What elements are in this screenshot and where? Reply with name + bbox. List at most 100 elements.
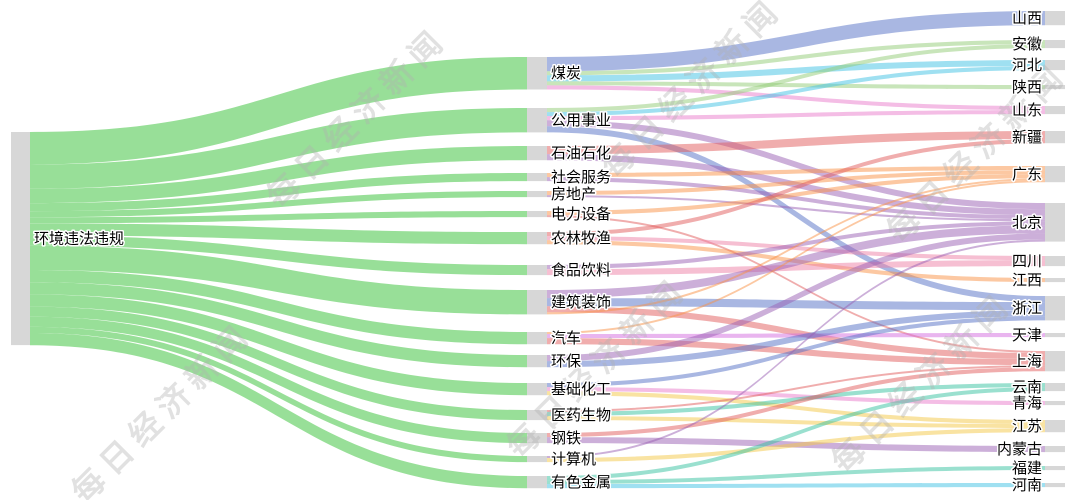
- node-基础化工[interactable]: [527, 383, 547, 396]
- flow-环境违法违规-煤炭[interactable]: [30, 57, 527, 165]
- flow-有色金属-云南[interactable]: [547, 387, 1045, 481]
- node-浙江[interactable]: [1045, 296, 1065, 321]
- flow-建筑装饰-北京[interactable]: [547, 225, 1045, 299]
- flow-环境违法违规-食品饮料[interactable]: [30, 235, 527, 276]
- flow-有色金属-河南[interactable]: [547, 483, 1045, 489]
- node-label-青海: 青海: [1012, 395, 1042, 412]
- node-上海[interactable]: [1045, 351, 1065, 372]
- node-房地产[interactable]: [527, 191, 547, 198]
- node-石油石化[interactable]: [527, 146, 547, 161]
- node-河北[interactable]: [1045, 60, 1065, 71]
- flow-房地产-广东[interactable]: [547, 170, 1045, 196]
- node-煤炭[interactable]: [527, 57, 547, 90]
- flow-石油石化-北京[interactable]: [547, 154, 1045, 216]
- node-环保[interactable]: [527, 355, 547, 368]
- flow-环境违法违规-石油石化[interactable]: [30, 146, 527, 204]
- node-北京[interactable]: [1045, 203, 1065, 242]
- node-江西[interactable]: [1045, 278, 1065, 283]
- node-新疆[interactable]: [1045, 131, 1065, 144]
- node-电力设备[interactable]: [527, 211, 547, 218]
- flow-环境违法违规-建筑装饰[interactable]: [30, 245, 527, 315]
- flow-环境违法违规-农林牧渔[interactable]: [30, 223, 527, 245]
- flow-社会服务-北京[interactable]: [547, 177, 1045, 220]
- flow-建筑装饰-广东[interactable]: [547, 178, 1045, 315]
- node-食品饮料[interactable]: [527, 265, 547, 276]
- flow-环境违法违规-钢铁[interactable]: [30, 316, 527, 444]
- flow-环境违法违规-有色金属[interactable]: [30, 333, 527, 489]
- node-钢铁[interactable]: [527, 433, 547, 444]
- node-农林牧渔[interactable]: [527, 232, 547, 245]
- flow-电力设备-上海[interactable]: [547, 215, 1045, 353]
- node-陕西[interactable]: [1045, 85, 1065, 90]
- flow-环境违法违规-电力设备[interactable]: [30, 211, 527, 224]
- flow-医药生物-云南[interactable]: [547, 383, 1045, 417]
- flow-农林牧渔-新疆[interactable]: [547, 139, 1045, 237]
- flow-食品饮料-北京[interactable]: [547, 221, 1045, 270]
- flow-环境违法违规-基础化工[interactable]: [30, 294, 527, 396]
- node-label-食品饮料: 食品饮料: [551, 262, 611, 279]
- flow-房地产-北京[interactable]: [547, 195, 1045, 222]
- flow-公用事业-北京[interactable]: [547, 120, 1045, 210]
- node-福建[interactable]: [1045, 466, 1065, 471]
- node-江苏[interactable]: [1045, 420, 1065, 433]
- flow-医药生物-江苏[interactable]: [547, 416, 1045, 429]
- node-label-环境违法违规: 环境违法违规: [34, 230, 124, 248]
- node-四川[interactable]: [1045, 256, 1065, 267]
- flow-汽车-天津[interactable]: [547, 333, 1045, 339]
- flow-计算机-北京[interactable]: [547, 239, 1045, 459]
- flow-环境违法违规-计算机[interactable]: [30, 326, 527, 463]
- flow-钢铁-上海[interactable]: [547, 367, 1045, 438]
- flow-环保-北京[interactable]: [547, 233, 1045, 362]
- flow-建筑装饰-浙江[interactable]: [547, 298, 1045, 311]
- flow-环境违法违规-房地产[interactable]: [30, 191, 527, 218]
- flow-煤炭-陕西[interactable]: [547, 81, 1045, 90]
- flow-煤炭-安徽[interactable]: [547, 40, 1045, 76]
- node-安徽[interactable]: [1045, 40, 1065, 49]
- node-公用事业[interactable]: [527, 108, 547, 133]
- flow-环境违法违规-汽车[interactable]: [30, 270, 527, 345]
- flow-有色金属-福建[interactable]: [547, 466, 1045, 485]
- flow-计算机-江苏[interactable]: [547, 428, 1045, 463]
- flow-煤炭-山西[interactable]: [547, 11, 1045, 72]
- flow-公用事业-安徽[interactable]: [547, 44, 1045, 113]
- node-有色金属[interactable]: [527, 476, 547, 489]
- flow-基础化工-浙江[interactable]: [547, 316, 1045, 388]
- node-label-公用事业: 公用事业: [551, 112, 611, 129]
- flow-环保-浙江[interactable]: [547, 310, 1045, 368]
- node-内蒙古[interactable]: [1045, 446, 1065, 453]
- flow-环境违法违规-环保[interactable]: [30, 282, 527, 368]
- flow-汽车-广东[interactable]: [547, 180, 1045, 334]
- node-建筑装饰[interactable]: [527, 290, 547, 315]
- node-山东[interactable]: [1045, 106, 1065, 115]
- flow-电力设备-广东[interactable]: [547, 174, 1045, 216]
- flow-公用事业-浙江[interactable]: [547, 126, 1045, 303]
- flow-煤炭-山东[interactable]: [547, 85, 1045, 111]
- flow-医药生物-上海[interactable]: [547, 365, 1045, 412]
- flow-基础化工-江苏[interactable]: [547, 391, 1045, 425]
- node-山西[interactable]: [1045, 11, 1065, 26]
- flow-环境违法违规-社会服务[interactable]: [30, 173, 527, 212]
- flow-建筑装饰-上海[interactable]: [547, 306, 1045, 360]
- flow-农林牧渔-四川[interactable]: [547, 236, 1045, 261]
- flow-煤炭-河北[interactable]: [547, 60, 1045, 82]
- node-医药生物[interactable]: [527, 410, 547, 421]
- node-青海[interactable]: [1045, 401, 1065, 406]
- flow-石油石化-新疆[interactable]: [547, 131, 1045, 155]
- flow-基础化工-青海[interactable]: [547, 387, 1045, 406]
- flow-环境违法违规-公用事业[interactable]: [30, 108, 527, 189]
- flow-公用事业-山东[interactable]: [547, 110, 1045, 121]
- flow-公用事业-河北[interactable]: [547, 66, 1045, 117]
- node-河南[interactable]: [1045, 483, 1065, 488]
- node-label-内蒙古: 内蒙古: [997, 441, 1042, 458]
- node-label-有色金属: 有色金属: [551, 474, 611, 491]
- node-环境违法违规[interactable]: [11, 132, 30, 346]
- node-云南[interactable]: [1045, 383, 1065, 392]
- node-社会服务[interactable]: [527, 173, 547, 182]
- nodes: [11, 11, 1065, 489]
- flow-社会服务-广东[interactable]: [547, 166, 1045, 178]
- node-汽车[interactable]: [527, 332, 547, 345]
- node-天津[interactable]: [1045, 333, 1065, 338]
- node-计算机[interactable]: [527, 456, 547, 463]
- node-广东[interactable]: [1045, 166, 1065, 183]
- flow-环境违法违规-医药生物[interactable]: [30, 306, 527, 421]
